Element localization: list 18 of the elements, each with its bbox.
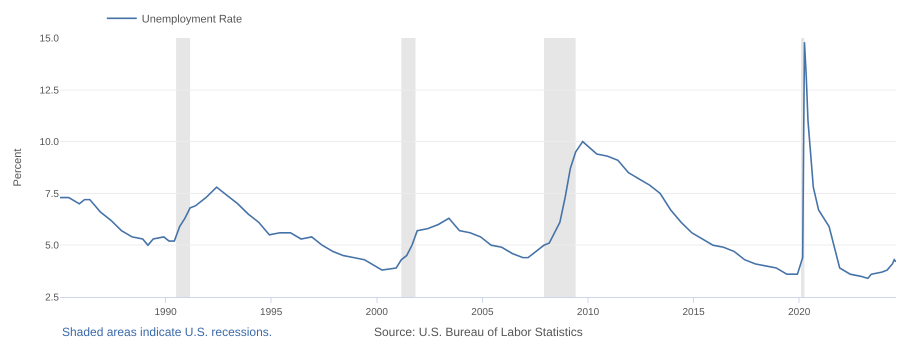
y-axis-title: Percent [12,148,24,186]
text: Shaded areas indicate U.S. recessions. [62,325,272,339]
x-tick-label: 1990 [154,307,178,318]
x-tick-label: 2020 [788,307,811,318]
legend-label: Unemployment Rate [142,14,242,26]
line-series [60,41,896,280]
y-tick-label: 7.5 [45,188,60,200]
x-tick-label: 1995 [260,307,283,318]
x-tick-label: 2005 [471,307,494,318]
x-tick-label: 2000 [366,307,388,318]
source-note: Source: U.S. Bureau of Labor Statistics [374,325,583,339]
y-tick-label: 15.0 [40,34,60,44]
y-tick-label: 12.5 [40,85,60,96]
y-tick-label: 10.0 [40,137,60,148]
y-tick-label: 5.0 [45,240,60,252]
y-tick-label: 2.5 [45,292,60,304]
x-tick-label: 2015 [682,307,706,318]
x-tick-label: 2010 [576,307,600,318]
